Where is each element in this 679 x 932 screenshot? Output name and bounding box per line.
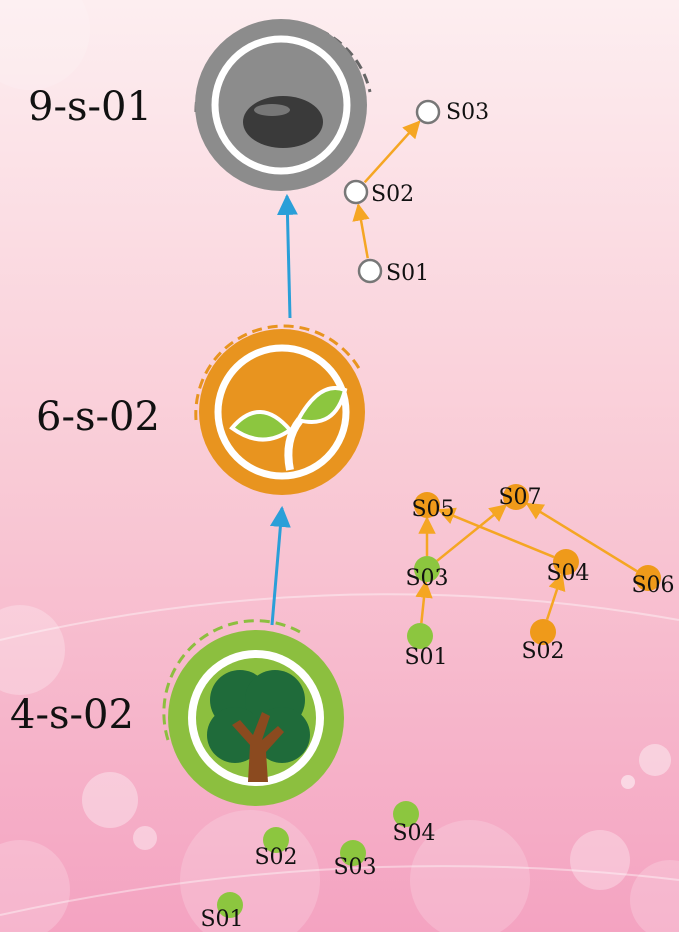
node — [357, 258, 383, 284]
stage-label: 9-s-01 — [28, 84, 152, 130]
node — [503, 484, 529, 510]
node-label: S03 — [446, 100, 489, 125]
node-label: S06 — [631, 573, 674, 598]
edge-arrow — [437, 507, 555, 559]
node — [217, 892, 243, 918]
node-label: S03 — [333, 855, 376, 880]
stage-label: 4-s-02 — [10, 692, 134, 738]
edge-arrow — [525, 502, 638, 573]
edge-arrow — [545, 572, 566, 621]
tree-stage — [162, 619, 344, 806]
node-label: S05 — [411, 497, 454, 522]
node-label: S04 — [546, 561, 589, 586]
stage-label: 6-s-02 — [36, 394, 160, 440]
node-label: S04 — [392, 821, 435, 846]
edge-arrow — [352, 203, 370, 259]
node — [553, 549, 579, 575]
node-label: S03 — [405, 566, 448, 591]
edge-arrow — [415, 580, 433, 624]
node — [393, 801, 419, 827]
stage-arrow — [269, 505, 291, 626]
node — [414, 556, 440, 582]
edge-arrow — [436, 504, 508, 562]
stage-arrow — [276, 193, 298, 319]
node-label: S02 — [254, 845, 297, 870]
node-label: S02 — [371, 182, 414, 207]
node — [635, 565, 661, 591]
node-label: S02 — [521, 639, 564, 664]
node-label: S01 — [386, 261, 429, 286]
node — [407, 623, 433, 649]
node — [530, 619, 556, 645]
node-label: S01 — [404, 645, 447, 670]
node-label: S07 — [498, 485, 541, 510]
edge-arrow — [363, 120, 421, 184]
node — [340, 840, 366, 866]
node — [415, 99, 441, 125]
node-label: S01 — [200, 907, 243, 932]
stone-stage — [194, 19, 372, 191]
node — [414, 492, 440, 518]
node — [343, 179, 369, 205]
sprout-stage — [194, 324, 365, 495]
node — [263, 827, 289, 853]
